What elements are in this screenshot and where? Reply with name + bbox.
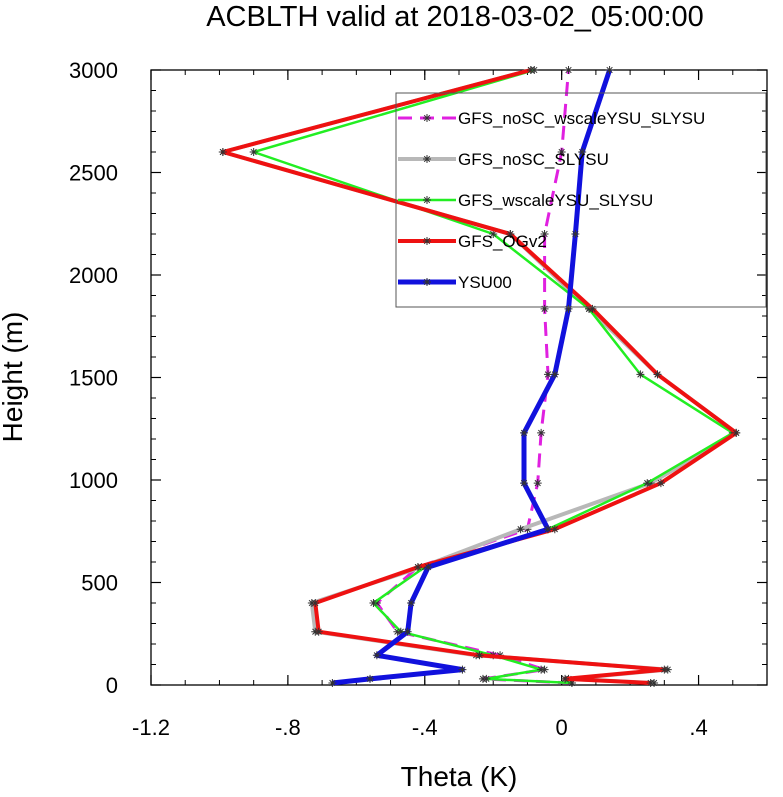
series-point [369,599,378,607]
series-point [537,665,546,674]
series-point [537,428,546,437]
series-layer [218,66,741,687]
series-point [314,627,323,636]
series-point [557,148,566,156]
series-point [523,525,532,534]
legend-marker [423,237,431,245]
legend-box [395,92,767,308]
y-tick-label: 1000 [69,468,118,493]
x-tick-label: .4 [689,715,707,740]
series-point [489,230,498,238]
series-point [571,230,580,238]
series-point [564,304,573,313]
y-tick-label: 3000 [69,58,118,83]
x-tick-label: 0 [556,715,568,740]
legend-label: GFS_OGv2 [458,232,547,251]
series-point [407,599,416,607]
series-point [516,525,525,534]
y-axis-title: Height (m) [0,312,28,443]
series-point [218,148,227,156]
series-point [403,627,412,636]
series-point [643,479,652,488]
x-axis-title: Theta (K) [401,761,518,792]
series-point [520,428,529,437]
legend-label: GFS_wscaleYSU_SLYSU [458,191,653,210]
series-3 [218,66,741,687]
y-tick-label: 1500 [69,366,118,391]
legend-marker [423,278,431,286]
series-point [653,370,662,379]
chart-title: ACBLTH valid at 2018-03-02_05:00:00 [206,1,704,33]
legend-label: GFS_noSC_wscaleYSU_SLYSU [458,109,705,128]
series-point [249,148,258,156]
x-tick-label: -.8 [275,715,301,740]
series-point [396,627,405,636]
axis-ticks: -1.2 -.8 -.4 0 .4 0 500 1000 1500 2000 2500 3000 [69,58,768,740]
legend-label: GFS_noSC_SLYSU [458,150,609,169]
series-point [328,678,337,687]
series-point [506,230,515,238]
series-point [482,674,491,683]
legend: GFS_noSC_wscaleYSU_SLYSU GFS_noSC_SLYSU GF… [395,92,767,308]
series-point [475,651,484,660]
series-point [561,674,570,683]
series-point [458,665,467,674]
legend-label: YSU00 [458,273,512,292]
series-point [564,66,573,74]
y-tick-label: 2000 [69,263,118,288]
series-point [413,563,422,572]
series-point [372,651,381,660]
series-point [311,599,320,607]
x-tick-label: -1.2 [132,715,170,740]
y-tick-label: 0 [106,673,118,698]
x-tick-label: -.4 [412,715,438,740]
series-point [588,304,597,313]
legend-marker [423,114,431,122]
series-point [366,674,375,683]
series-point [533,479,542,488]
series-point [660,665,669,674]
series-point [540,304,549,313]
series-point [646,678,655,687]
series-point [520,479,529,488]
series-point [543,525,552,534]
legend-marker [423,155,431,163]
series-point [567,678,576,687]
series-point [424,563,433,572]
y-tick-label: 2500 [69,161,118,186]
y-tick-label: 500 [81,571,118,596]
series-point [540,230,549,238]
series-4 [328,66,614,687]
series-point [636,370,645,379]
series-point [543,370,552,379]
series-point [732,428,741,437]
series-point [605,66,614,74]
series-point [550,525,559,534]
series-point [550,370,559,379]
series-point [578,148,587,156]
legend-marker [423,196,431,204]
series-point [656,479,665,488]
series-point [526,66,535,74]
